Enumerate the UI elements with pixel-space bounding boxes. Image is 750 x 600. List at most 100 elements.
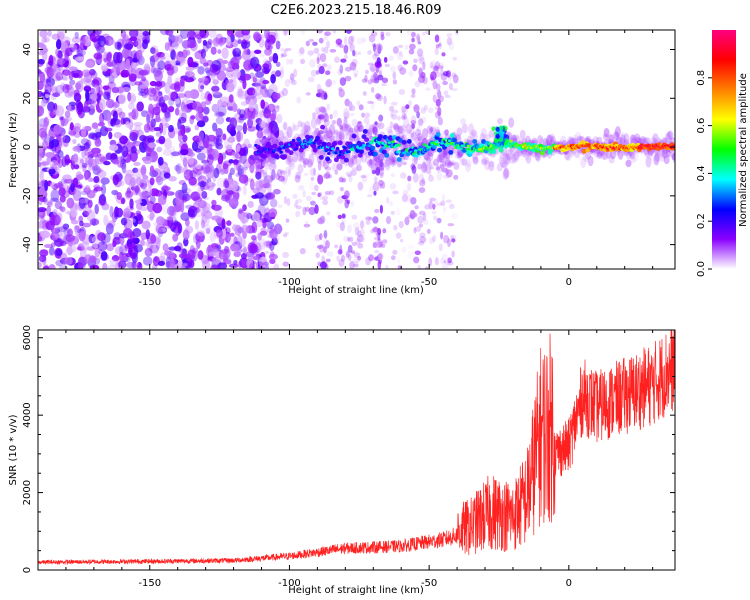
spectrogram-cell	[356, 120, 363, 133]
spectrogram-cell	[282, 261, 290, 267]
spectrogram-cell	[392, 79, 398, 85]
spectrogram-cell	[347, 173, 352, 178]
spectrogram-cell	[256, 130, 264, 139]
spectrogram-cell	[325, 240, 330, 249]
spectrogram-cell	[248, 99, 255, 112]
spectrogram-cell	[84, 70, 90, 78]
spectrogram-cell	[49, 197, 60, 203]
spectrogram-cell	[323, 173, 331, 179]
spectrogram-cell	[281, 175, 285, 184]
spectrogram-cell	[632, 151, 639, 162]
spectrogram-cell	[418, 118, 424, 126]
spectrogram-cell	[38, 69, 43, 75]
spectrogram-cell	[272, 125, 279, 133]
spectrogram-cell	[414, 250, 421, 256]
spectrogram-cell	[317, 192, 321, 198]
spectrogram-cell	[138, 91, 147, 97]
spectrogram-cell	[385, 157, 392, 166]
spectrogram-cell	[417, 135, 424, 143]
spectrogram-cell	[254, 103, 259, 116]
spectrogram-cell	[237, 226, 245, 234]
spectrogram-cell	[407, 251, 414, 259]
spectrogram-cell	[262, 171, 268, 179]
spectrogram-cell	[471, 153, 478, 160]
spectrogram-cell	[149, 55, 156, 68]
spectrogram-cell	[383, 56, 388, 63]
spectrogram-cell	[424, 30, 430, 35]
spectrogram-cell	[39, 71, 46, 84]
spectrogram-cell	[344, 190, 350, 199]
spectrogram-cell	[428, 175, 434, 182]
spectrogram-cell	[397, 125, 404, 135]
spectrogram-cell	[134, 199, 143, 204]
spectrogram-cell	[160, 252, 165, 262]
spectrogram-cell	[384, 63, 390, 68]
spectrogram-cell	[392, 249, 398, 255]
spectrogram-cell	[132, 57, 138, 63]
spectrogram-cell	[255, 180, 264, 191]
spectrogram-cell	[336, 117, 342, 127]
spectrogram-cell	[213, 37, 221, 45]
spectrogram-cell	[441, 262, 449, 269]
spectrogram-cell	[564, 150, 571, 161]
spectrogram-cell	[416, 33, 420, 41]
spectrogram-cell	[275, 173, 280, 181]
spectrogram-cell	[268, 123, 274, 134]
spectrogram-cell	[508, 117, 515, 128]
spectrogram-cell	[390, 210, 395, 215]
spectrogram-cell	[293, 68, 298, 78]
spectrogram-cell	[445, 169, 453, 178]
spectrogram-cell	[84, 78, 93, 87]
spectrogram-cell	[211, 85, 220, 93]
spectrogram-cell	[125, 190, 134, 198]
spectrogram-cell	[434, 34, 440, 43]
spectrogram-cell	[435, 44, 440, 49]
spectrogram-cell	[56, 30, 66, 39]
spectrogram-cell	[448, 82, 453, 91]
spectrogram-cell	[282, 122, 287, 132]
spectrogram-cell	[362, 129, 368, 134]
spectrogram-cell	[39, 249, 49, 257]
spectrogram-cell	[77, 243, 85, 251]
spectrogram-cell	[300, 122, 306, 129]
spectrogram-cell	[208, 140, 217, 147]
spectrogram-cell	[429, 126, 434, 133]
spectrogram-cell	[38, 80, 44, 91]
spectrogram-cell	[168, 34, 176, 44]
spectrogram-cell	[43, 36, 50, 43]
spectrogram-cell	[470, 129, 477, 137]
spectrogram-cell	[69, 122, 74, 131]
spectrogram-cell	[125, 121, 131, 128]
spectrogram-cell	[513, 151, 520, 163]
spectrogram-cell	[630, 134, 637, 142]
spectrogram-cell	[297, 48, 305, 57]
spectrogram-cell	[157, 94, 163, 100]
spectrogram-cell	[80, 240, 90, 252]
spectrogram-cell	[119, 135, 128, 145]
spectrogram-cell	[271, 105, 280, 113]
snr-y-tick-label: 0	[22, 567, 33, 573]
spectrogram-cell	[413, 227, 417, 234]
spectrogram-cell	[70, 209, 78, 218]
spectrogram-cell	[185, 66, 195, 71]
spectrogram-cell	[355, 261, 359, 269]
spectrogram-cell	[339, 125, 343, 130]
spectrogram-cell	[647, 152, 654, 161]
spectrogram-cell	[226, 220, 232, 226]
spectrogram-cell	[435, 98, 441, 107]
spectrogram-cell	[401, 193, 408, 203]
spectrogram-cell	[275, 70, 282, 77]
spectrogram-cell	[48, 109, 57, 116]
spectrogram-cell	[343, 157, 349, 163]
spectrogram-cell	[661, 137, 668, 144]
spectrogram-cell	[59, 137, 68, 143]
spectrogram-cell	[285, 157, 292, 165]
spectrogram-cell	[291, 138, 296, 142]
spectrogram-cell	[88, 108, 96, 114]
spectrogram-cell	[283, 195, 288, 205]
spectrogram-cell	[319, 261, 327, 269]
spectrogram-cell	[82, 205, 92, 216]
spectrogram-cell	[416, 132, 423, 141]
spectrogram-cell	[249, 178, 255, 191]
spectrogram-cell	[44, 179, 49, 192]
